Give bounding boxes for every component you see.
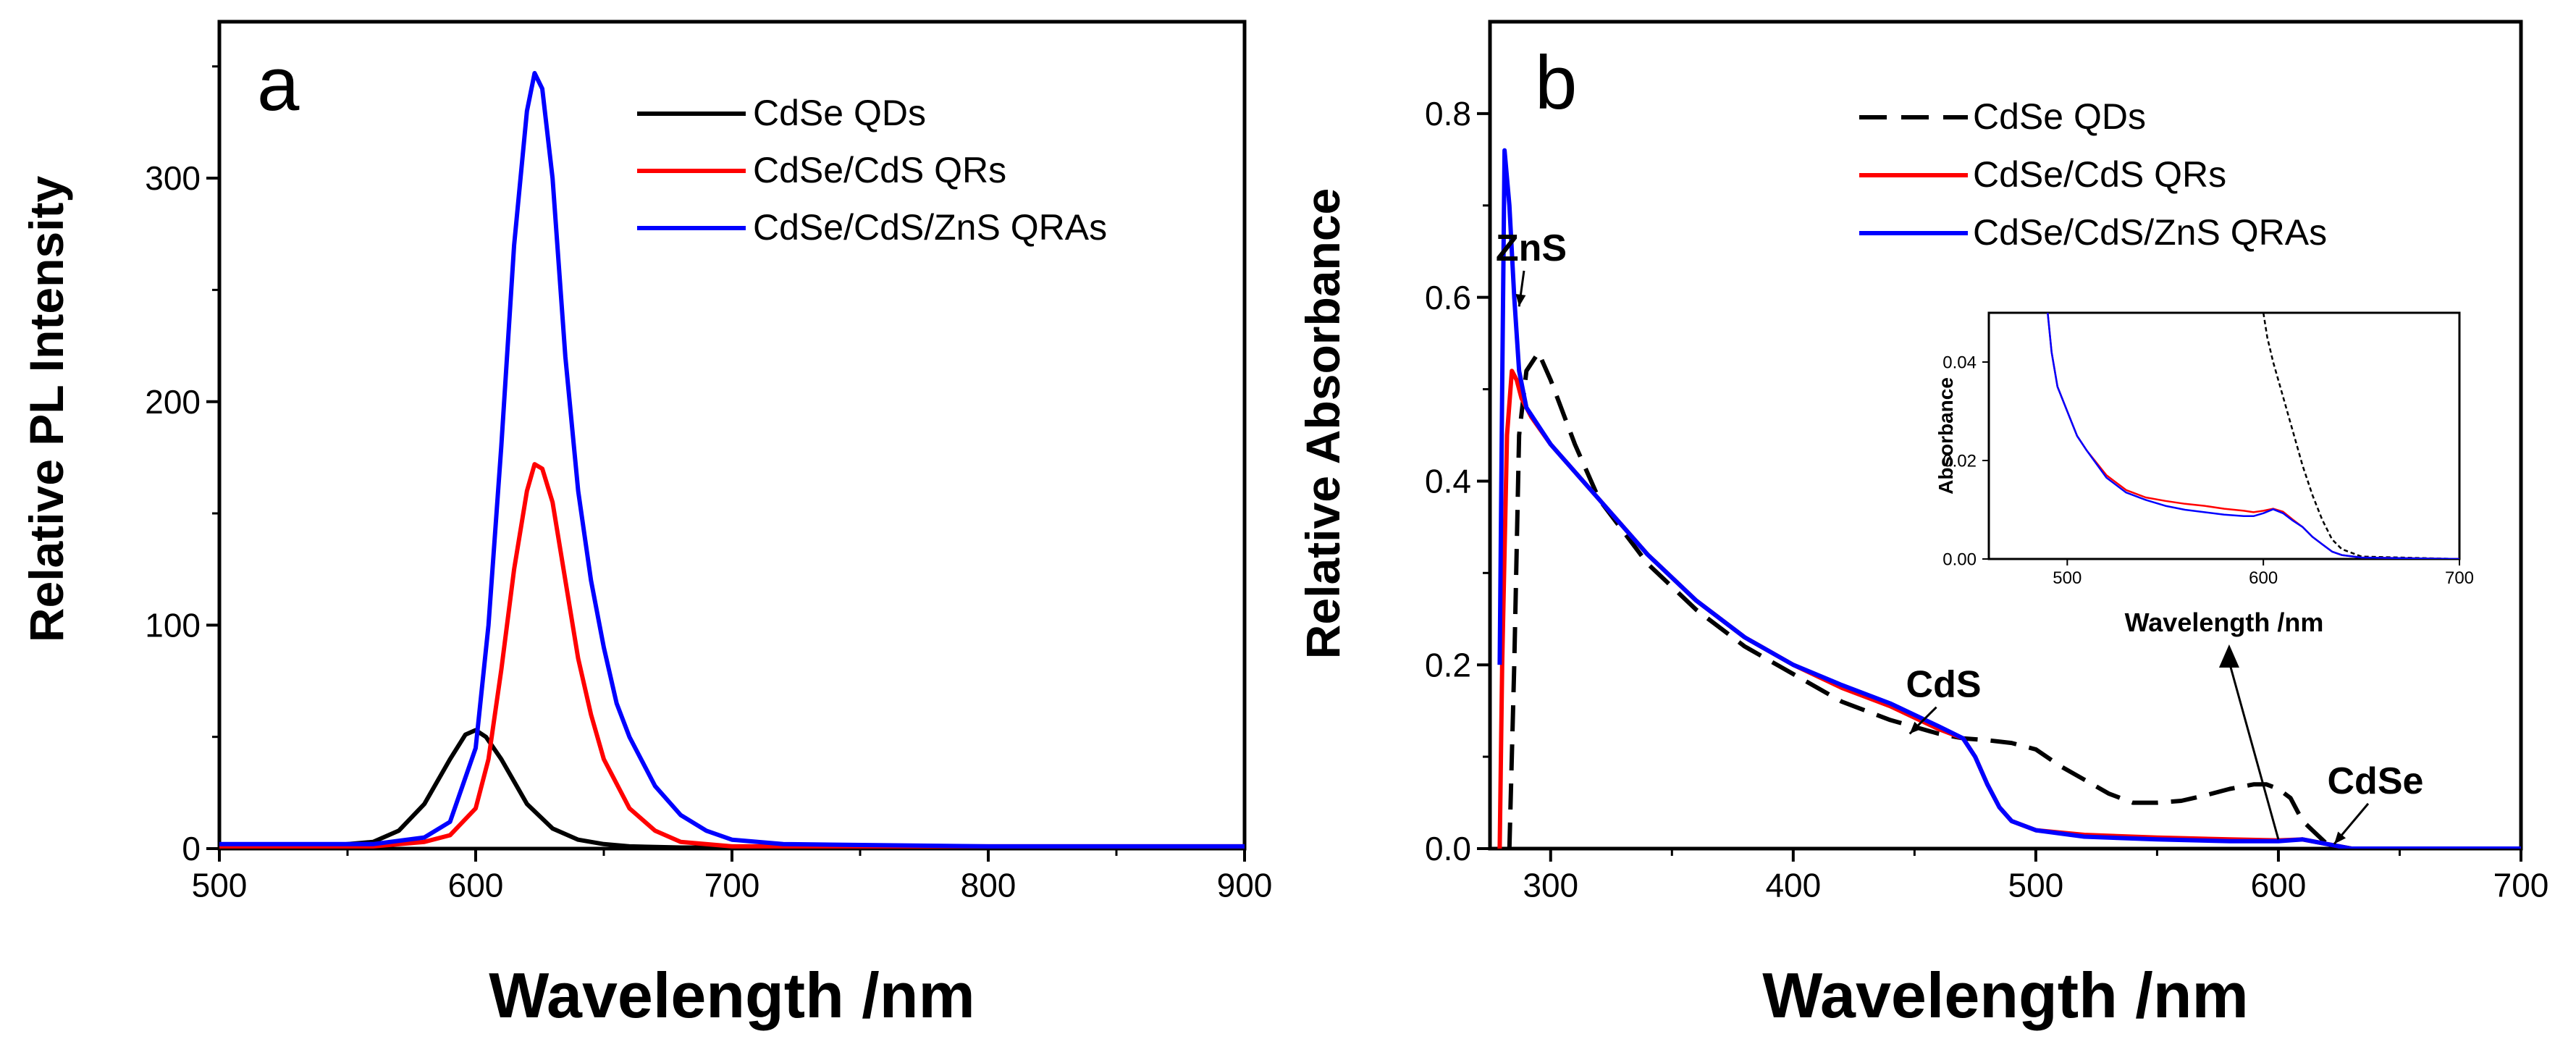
in-x-tick-label: 700	[2445, 568, 2474, 588]
panel-a-legend: CdSe QDs CdSe/CdS QRs CdSe/CdS/ZnS QRAs	[637, 93, 1107, 248]
a-x-tick-label: 500	[192, 866, 248, 904]
a-series-line-cdse-cds-qrs	[219, 462, 1245, 849]
a-series-line-cdse-cds-zns-qras	[219, 71, 1245, 849]
in-series-line-cdse-cds-zns-qras	[2047, 313, 2459, 559]
annotation-zns: ZnS	[1496, 227, 1567, 269]
b-y-tick-label: 0.0	[1425, 830, 1471, 867]
panel-a-series	[219, 71, 1245, 850]
panel-a-plot-frame	[217, 20, 1247, 851]
b-x-tick-label: 300	[1523, 866, 1578, 904]
in-y-tick-label: 0.00	[1942, 550, 1977, 569]
a-y-tick-label: 0	[182, 830, 201, 867]
panel-b-series	[1497, 148, 2521, 849]
b-y-tick-label: 0.6	[1425, 279, 1471, 316]
panel-b-x-axis-title: Wavelength /nm	[1762, 959, 2248, 1031]
panel-a-y-ticks: 0 100 200 300	[145, 65, 219, 867]
annotation-cds: CdS	[1906, 664, 1982, 706]
inset-plot-frame	[1987, 311, 2461, 560]
inset-pointer-arrow	[2218, 644, 2280, 840]
legend-b-label-cdse-cds-zns-qras: CdSe/CdS/ZnS QRAs	[1973, 212, 2327, 253]
a-x-tick-label: 600	[448, 866, 504, 904]
annotation-arrowhead-cdse	[2334, 831, 2346, 844]
inset-arrow-line	[2228, 661, 2280, 840]
panel-b-x-ticks: 300 400 500 600 700	[1523, 849, 2548, 904]
annotation-cdse: CdSe	[2328, 760, 2424, 802]
a-y-tick-label: 100	[145, 606, 201, 644]
b-y-tick-label: 0.4	[1425, 463, 1471, 500]
in-x-tick-label: 500	[2053, 568, 2082, 588]
annotation-arrowhead-zns	[1515, 293, 1526, 307]
in-y-tick-label: 0.04	[1942, 353, 1977, 372]
panel-a: 0 100 200 300 500 600 700 800 900 a CdSe QDs Cd…	[20, 20, 1273, 1031]
legend-a-label-cdse-qds: CdSe QDs	[753, 93, 926, 133]
annotation-arrowhead-cds	[1909, 721, 1922, 734]
b-series-line-cdse-qds	[1507, 350, 2521, 849]
b-x-tick-label: 700	[2493, 866, 2549, 904]
inset-x-axis-title: Wavelength /nm	[2125, 607, 2324, 637]
in-y-tick-label: 0.02	[1942, 451, 1977, 471]
legend-b-label-cdse-cds-qrs: CdSe/CdS QRs	[1973, 154, 2226, 195]
inset-series	[2047, 313, 2459, 559]
panel-b-label: b	[1535, 41, 1577, 125]
b-x-tick-label: 500	[2008, 866, 2064, 904]
in-x-tick-label: 600	[2249, 568, 2278, 588]
a-x-tick-label: 800	[961, 866, 1016, 904]
panel-a-label: a	[257, 42, 300, 127]
inset-x-ticks: 500 600 700	[2053, 559, 2474, 588]
a-y-tick-label: 300	[145, 159, 201, 197]
b-y-tick-label: 0.8	[1425, 95, 1471, 133]
inset-arrowhead	[2218, 644, 2239, 668]
inset-y-ticks: 0.00 0.02 0.04	[1942, 353, 1989, 569]
in-series-line-cdse-qds	[2262, 313, 2459, 559]
panel-b: 0.0 0.2 0.4 0.6 0.8 300 400 500 600 700 b CdSe Q…	[1296, 20, 2548, 1031]
a-y-tick-label: 200	[145, 383, 201, 421]
b-y-tick-label: 0.2	[1425, 646, 1471, 684]
legend-a-label-cdse-cds-zns-qras: CdSe/CdS/ZnS QRAs	[753, 207, 1107, 248]
panel-a-x-axis-title: Wavelength /nm	[489, 959, 975, 1031]
a-x-tick-label: 700	[704, 866, 760, 904]
b-x-tick-label: 400	[1765, 866, 1821, 904]
panel-b-y-ticks: 0.0 0.2 0.4 0.6 0.8	[1425, 95, 1490, 867]
panel-b-plot-frame	[1488, 20, 2523, 851]
b-x-tick-label: 600	[2251, 866, 2307, 904]
a-x-tick-label: 900	[1217, 866, 1273, 904]
a-series-line-cdse-qds	[219, 728, 1245, 850]
panel-b-y-axis-title: Relative Absorbance	[1296, 188, 1350, 659]
panel-b-legend: CdSe QDs CdSe/CdS QRs CdSe/CdS/ZnS QRAs	[1859, 96, 2327, 253]
legend-b-label-cdse-qds: CdSe QDs	[1973, 96, 2146, 137]
panel-a-y-axis-title: Relative PL Intensity	[20, 176, 73, 643]
b-series-line-cdse-cds-zns-qras	[1497, 148, 2521, 849]
inset-chart: 0.00 0.02 0.04 500 600 700 Wavelength /nm Ab…	[1935, 311, 2474, 637]
panel-b-annotations: ZnS CdS CdSe	[1496, 227, 2424, 845]
inset-y-axis-title: Absorbance	[1935, 377, 1957, 495]
panel-a-x-ticks: 500 600 700 800 900	[192, 849, 1273, 904]
legend-a-label-cdse-cds-qrs: CdSe/CdS QRs	[753, 150, 1006, 190]
